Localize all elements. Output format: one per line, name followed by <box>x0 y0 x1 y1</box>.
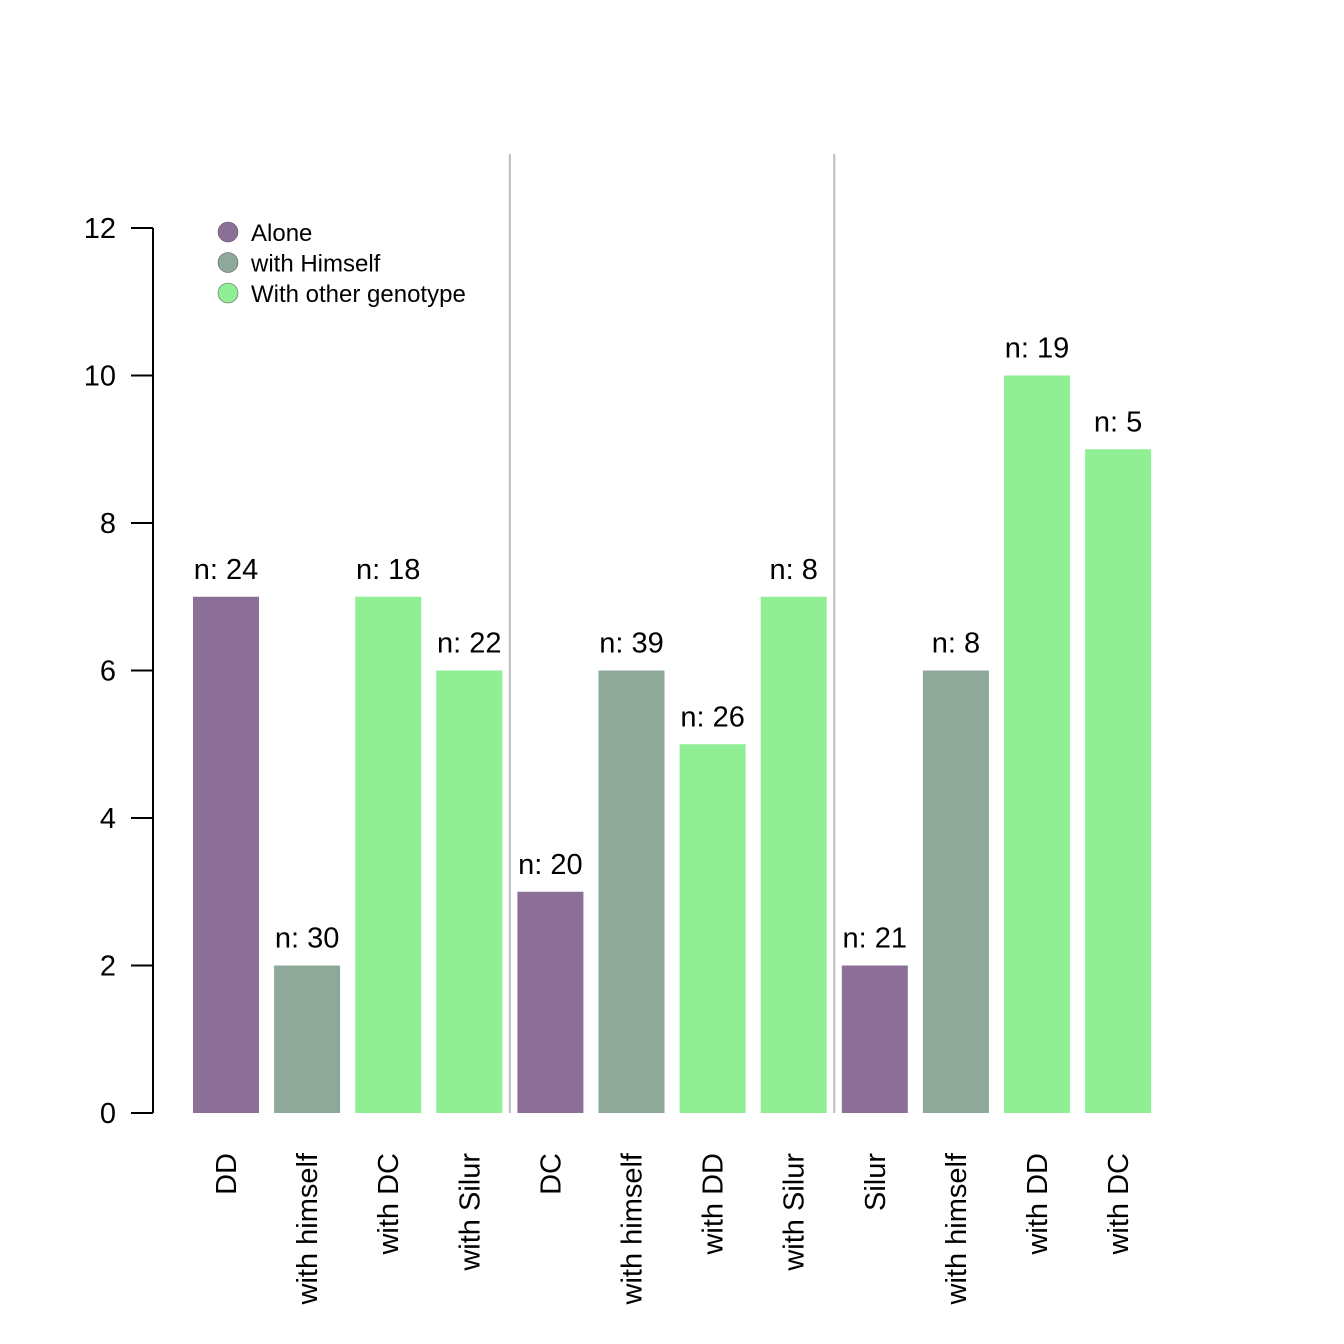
x-tick-label-11: with DD <box>1022 1153 1054 1256</box>
bar-11 <box>1004 375 1070 1113</box>
n-label-9: n: 21 <box>843 923 908 955</box>
n-labels: n: 24 n: 30 n: 18 n: 22 n: 20 n: 39 n: 26 n: 8 n… <box>194 333 1143 955</box>
x-tick-label-2: with himself <box>292 1152 324 1305</box>
legend-marker-2 <box>217 252 239 273</box>
n-label-1: n: 24 <box>194 554 259 586</box>
group-separators <box>508 154 836 1113</box>
y-tick-label-0: 0 <box>100 1098 116 1130</box>
bar-8 <box>760 596 827 1113</box>
x-tick-label-9: Silur <box>860 1153 892 1211</box>
n-label-4: n: 22 <box>437 628 502 660</box>
legend: Alone with Himself With other genotype <box>217 220 466 308</box>
y-tick-label-6: 6 <box>100 656 116 688</box>
bars <box>193 375 1152 1113</box>
legend-marker-3 <box>217 282 239 304</box>
bar-5 <box>517 891 584 1113</box>
x-tick-label-5: DC <box>535 1153 567 1195</box>
n-label-2: n: 30 <box>275 923 340 955</box>
n-label-5: n: 20 <box>518 849 583 881</box>
legend-label-1: Alone <box>251 220 312 247</box>
x-tick-label-1: DD <box>211 1153 243 1195</box>
n-label-3: n: 18 <box>356 554 421 586</box>
x-tick-label-12: with DC <box>1103 1153 1135 1256</box>
y-tick-label-8: 8 <box>100 508 116 540</box>
legend-label-2: with Himself <box>250 251 381 278</box>
y-tick-label-12: 12 <box>84 213 116 245</box>
bar-10 <box>922 670 989 1113</box>
bar-6 <box>598 670 665 1113</box>
x-tick-label-7: with DD <box>698 1153 730 1256</box>
n-label-12: n: 5 <box>1094 406 1142 438</box>
x-tick-label-10: with himself <box>941 1152 973 1305</box>
x-tick-label-8: with Silur <box>779 1153 811 1272</box>
y-tick-label-10: 10 <box>84 361 116 393</box>
bar-3 <box>355 596 422 1113</box>
n-label-8: n: 8 <box>770 554 818 586</box>
bar-4 <box>436 670 503 1113</box>
y-tick-label-4: 4 <box>100 803 116 835</box>
x-tick-labels: DD with himself with DC with Silur DC with hi… <box>211 1152 1135 1305</box>
n-label-7: n: 26 <box>680 701 745 733</box>
n-label-11: n: 19 <box>1005 333 1070 365</box>
bar-9 <box>841 965 908 1113</box>
legend-marker-1 <box>217 221 239 243</box>
y-tick-label-2: 2 <box>100 951 116 983</box>
bar-12 <box>1085 449 1152 1113</box>
n-label-10: n: 8 <box>932 628 980 660</box>
bar-1 <box>193 596 259 1113</box>
bar-7 <box>679 744 746 1113</box>
y-axis: 0 2 4 6 8 10 12 <box>84 213 154 1130</box>
legend-label-3: With other genotype <box>251 281 466 308</box>
x-tick-label-4: with Silur <box>454 1153 486 1272</box>
bar-2 <box>274 965 341 1113</box>
x-tick-label-6: with himself <box>617 1152 649 1305</box>
x-tick-label-3: with DC <box>373 1153 405 1256</box>
n-label-6: n: 39 <box>599 628 664 660</box>
